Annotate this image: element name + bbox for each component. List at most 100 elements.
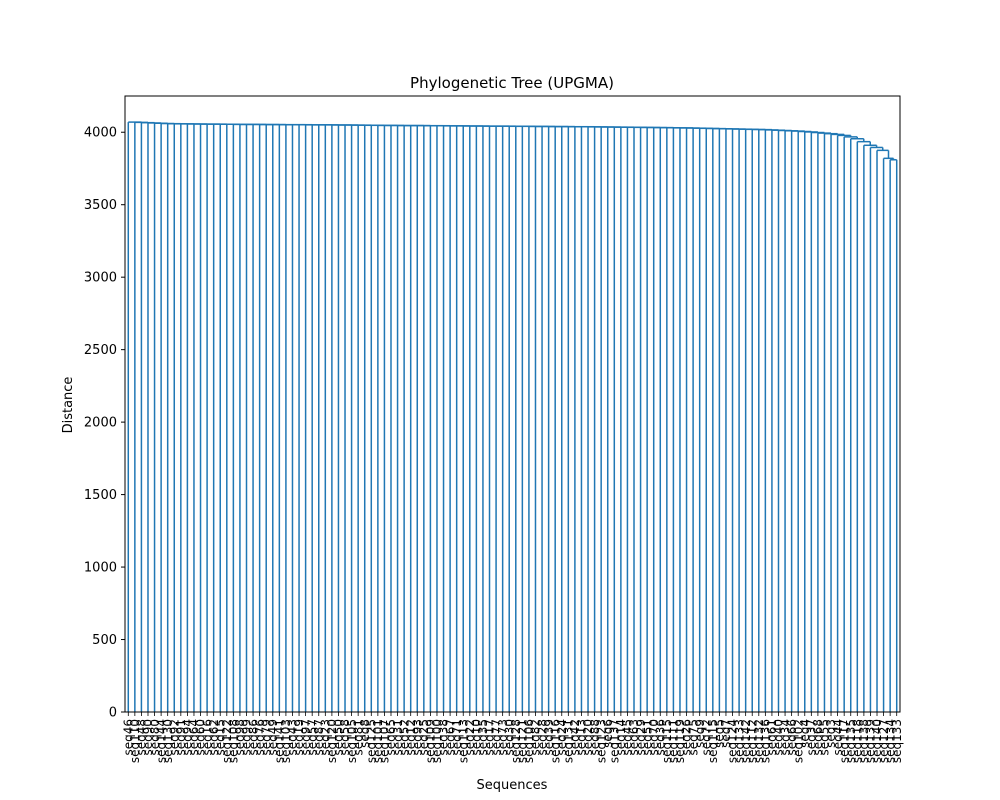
leaf-label: seq8 (358, 719, 372, 748)
leaf-label: seq142 (739, 719, 753, 763)
leaf-label: seq25 (417, 719, 431, 756)
leaf-label: seq76 (253, 719, 267, 756)
leaf-label: seq4 (798, 719, 812, 748)
leaf-label: seq111 (667, 719, 681, 763)
leaf-label: seq46 (121, 719, 135, 756)
leaf-label: seq23 (319, 719, 333, 756)
leaf-label: seq30 (502, 719, 516, 756)
leaf-label: seq29 (634, 719, 648, 756)
leaf-label: seq49 (266, 719, 280, 756)
leaf-label: seq112 (745, 719, 759, 763)
leaf-label: seq19 (292, 719, 306, 756)
leaf-label: seq97 (299, 719, 313, 756)
leaf-label: seq113 (456, 719, 470, 763)
leaf-label: seq62 (207, 719, 221, 756)
y-tick-label: 3500 (84, 198, 117, 213)
leaf-label: seq98 (233, 719, 247, 756)
leaf-label: seq72 (699, 719, 713, 756)
leaf-label: seq39 (542, 719, 556, 756)
leaf-label: seq26 (680, 719, 694, 756)
leaf-label: seq42 (568, 719, 582, 756)
leaf-label: seq133 (732, 719, 746, 763)
leaf-label: seq123 (594, 719, 608, 763)
leaf-label: seq128 (509, 719, 523, 763)
leaf-label: seq77 (489, 719, 503, 756)
leaf-label: seq138 (857, 719, 871, 763)
leaf-label: seq12 (404, 719, 418, 756)
leaf-label: seq120 (325, 719, 339, 763)
leaf-label: seq36 (653, 719, 667, 756)
leaf-label: seq34 (778, 719, 792, 756)
leaf-label: seq92 (167, 719, 181, 756)
leaf-label: seq135 (844, 719, 858, 763)
leaf-label: seq60 (194, 719, 208, 756)
leaf-label: seq64 (187, 719, 201, 756)
y-axis-label: Distance (61, 377, 76, 434)
leaf-label: seq100 (430, 719, 444, 763)
leaf-label: seq125 (364, 719, 378, 763)
y-tick-label: 2500 (84, 343, 117, 358)
leaf-label: seq48 (135, 719, 149, 756)
leaf-label: seq3 (824, 719, 838, 748)
y-tick-label: 2000 (84, 416, 117, 431)
leaf-label: seq130 (161, 719, 175, 763)
leaf-label: seq43 (286, 719, 300, 756)
leaf-label: seq121 (516, 719, 530, 763)
chart-title: Phylogenetic Tree (UPGMA) (410, 74, 614, 92)
leaf-label: seq35 (476, 719, 490, 756)
leaf-label: seq119 (673, 719, 687, 763)
leaf-label: seq115 (706, 719, 720, 763)
y-tick-label: 500 (92, 633, 117, 648)
leaf-label: seq22 (463, 719, 477, 756)
leaf-label: seq105 (345, 719, 359, 763)
leaf-label: seq93 (410, 719, 424, 756)
leaf-label: seq7 (719, 719, 733, 748)
leaf-label: seq136 (759, 719, 773, 763)
leaf-label: seq6 (601, 719, 615, 748)
leaf-label: seq88 (588, 719, 602, 756)
leaf-label: seq16 (200, 719, 214, 756)
leaf-label: seq139 (864, 719, 878, 763)
leaf-label: seq144 (154, 719, 168, 763)
leaf-label: seq55 (818, 719, 832, 756)
leaf-label: seq37 (805, 719, 819, 756)
leaf-label: seq61 (765, 719, 779, 756)
leaf-label: seq90 (141, 719, 155, 756)
y-tick-label: 1500 (84, 488, 117, 503)
leaf-label: seq65 (384, 719, 398, 756)
leaf-label: seq86 (246, 719, 260, 756)
leaf-label: seq127 (877, 719, 891, 763)
leaf-label: seq57 (305, 719, 319, 756)
leaf-label: seq122 (220, 719, 234, 763)
leaf-label: seq17 (483, 719, 497, 756)
leaf-label: seq99 (240, 719, 254, 756)
plot-frame (124, 95, 901, 713)
leaf-label: seq102 (791, 719, 805, 763)
leaf-label: seq51 (640, 719, 654, 756)
leaf-label: seq45 (621, 719, 635, 756)
leaf-label: seq24 (555, 719, 569, 756)
leaf-label: seq107 (378, 719, 392, 763)
leaf-label: seq5 (713, 719, 727, 748)
leaf-label: seq108 (227, 719, 241, 763)
leaf-label: seq38 (437, 719, 451, 756)
leaf-label: seq106 (522, 719, 536, 763)
leaf-label: seq94 (181, 719, 195, 756)
leaf-label: seq81 (351, 719, 365, 756)
leaf-label: seq70 (647, 719, 661, 756)
leaf-label: seq75 (686, 719, 700, 756)
leaf-label: seq31 (391, 719, 405, 756)
leaf-label: seq66 (785, 719, 799, 756)
leaf-label: seq44 (831, 719, 845, 756)
leaf-label: seq63 (627, 719, 641, 756)
leaf-label: seq50 (332, 719, 346, 756)
leaf-label: seq28 (535, 719, 549, 756)
leaf-label: seq15 (213, 719, 227, 756)
y-tick-label: 3000 (84, 271, 117, 286)
x-axis-label: Sequences (477, 778, 548, 793)
y-tick-label: 1000 (84, 561, 117, 576)
leaf-label: seq40 (772, 719, 786, 756)
leaf-label: seq109 (424, 719, 438, 763)
leaf-label: seq133 (890, 719, 904, 763)
